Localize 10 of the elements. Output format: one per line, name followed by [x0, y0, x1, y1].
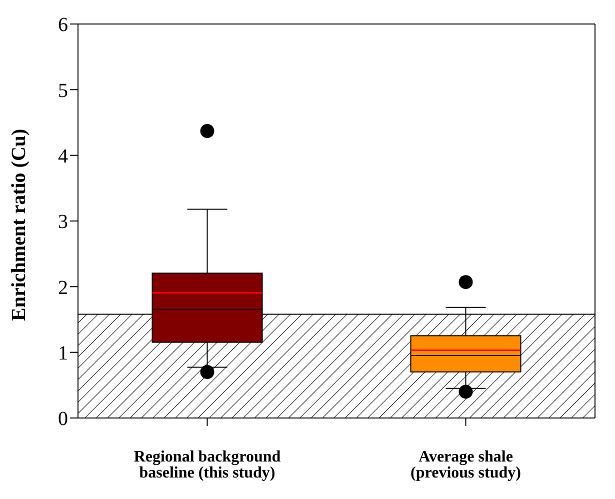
- y-tick-label: 6: [58, 14, 68, 36]
- y-axis-title: Enrichment ratio (Cu): [8, 128, 30, 321]
- y-tick-label: 0: [58, 408, 68, 430]
- y-tick-label: 5: [58, 80, 68, 102]
- y-tick-label: 3: [58, 211, 68, 234]
- y-tick-label: 2: [58, 276, 68, 299]
- y-tick-label: 4: [58, 145, 68, 168]
- y-tick-label: 1: [58, 342, 68, 364]
- x-tick-label: Regional background baseline (this study): [134, 448, 281, 482]
- x-tick-label: Average shale (previous study): [410, 448, 521, 482]
